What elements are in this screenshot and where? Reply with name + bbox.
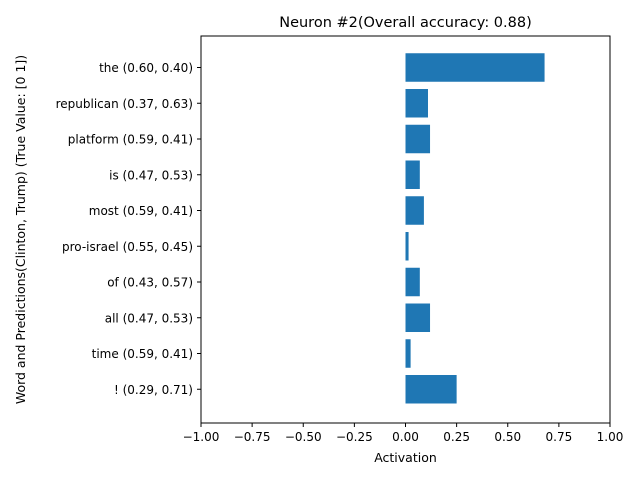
bar: [405, 53, 545, 82]
bar: [405, 196, 424, 225]
bar: [405, 303, 431, 332]
bar: [405, 375, 457, 404]
y-tick-label: platform (0.59, 0.41): [68, 133, 193, 147]
bar: [405, 232, 409, 261]
chart-title: Neuron #2(Overall accuracy: 0.88): [279, 15, 532, 31]
bar: [405, 267, 420, 297]
x-tick-label: 0.00: [392, 430, 419, 444]
bars: [405, 53, 545, 404]
y-tick-label: republican (0.37, 0.63): [56, 97, 193, 111]
x-tick-label: −1.00: [183, 430, 220, 444]
y-tick-label: is (0.47, 0.53): [109, 168, 193, 182]
x-tick-label: 0.75: [546, 430, 573, 444]
x-tick-label: −0.25: [336, 430, 373, 444]
y-tick-label: pro-israel (0.55, 0.45): [62, 240, 193, 254]
bar: [405, 89, 428, 118]
bar: [405, 124, 431, 154]
y-tick-label: time (0.59, 0.41): [92, 347, 193, 361]
x-ticks: −1.00 −0.75 −0.50 −0.25 0.00 0.25 0.50 0.75 1.00: [183, 423, 624, 444]
x-tick-label: 0.25: [443, 430, 470, 444]
y-tick-label: most (0.59, 0.41): [89, 204, 193, 218]
x-tick-label: −0.75: [234, 430, 271, 444]
y-tick-label: ! (0.29, 0.71): [114, 383, 193, 397]
y-axis-label: Word and Predictions(Clinton, Trump) (Tr…: [13, 55, 28, 404]
bar: [405, 160, 420, 189]
y-tick-label: all (0.47, 0.53): [105, 311, 193, 325]
y-tick-label: the (0.60, 0.40): [99, 61, 193, 75]
y-tick-label: of (0.43, 0.57): [107, 276, 193, 290]
x-tick-label: 0.50: [494, 430, 521, 444]
x-tick-label: 1.00: [597, 430, 624, 444]
x-axis-label: Activation: [374, 450, 437, 465]
y-ticks: the (0.60, 0.40) republican (0.37, 0.63) p…: [56, 61, 201, 397]
bar: [405, 339, 411, 368]
x-tick-label: −0.50: [285, 430, 322, 444]
